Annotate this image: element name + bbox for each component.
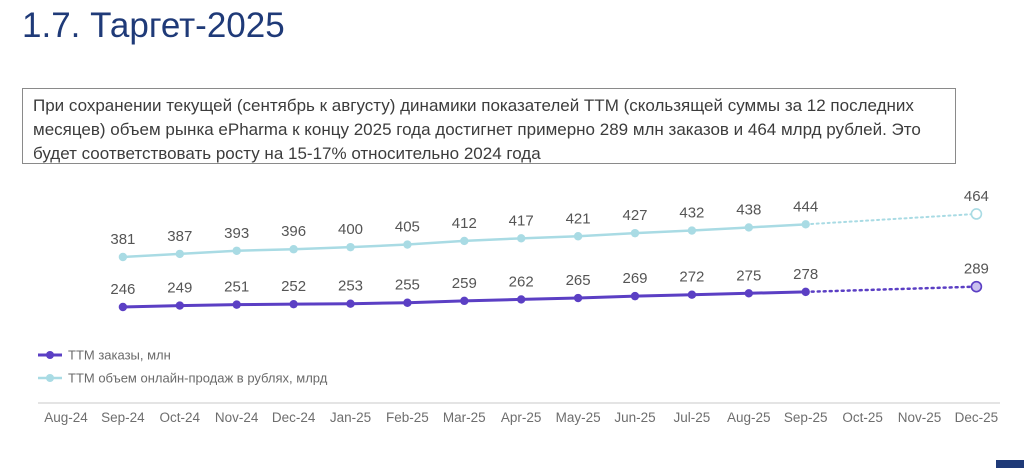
legend-label: TTM заказы, млн (68, 348, 171, 363)
forecast-label: 289 (964, 261, 989, 278)
forecast-point (970, 280, 983, 293)
forecast-line (804, 285, 978, 294)
data-point (744, 223, 753, 232)
data-point (517, 295, 526, 304)
data-point (801, 287, 810, 297)
data-point (232, 300, 241, 309)
x-tick-label: Jan-25 (330, 410, 371, 425)
data-point (403, 240, 412, 249)
data-point (232, 246, 241, 255)
data-label: 387 (167, 228, 192, 245)
data-label: 251 (224, 279, 249, 296)
data-point (744, 289, 753, 298)
slide-title: 1.7. Таргет-2025 (22, 6, 285, 45)
data-point (801, 220, 810, 229)
data-point (289, 299, 298, 309)
data-label: 265 (566, 272, 591, 289)
data-label: 444 (793, 198, 818, 215)
legend-swatch-marker (46, 374, 54, 382)
data-point (573, 293, 583, 303)
x-tick-label: Nov-24 (215, 410, 259, 425)
x-tick-label: Mar-25 (443, 410, 486, 425)
data-point (118, 252, 128, 262)
data-point (175, 249, 184, 259)
corner-decoration (996, 460, 1024, 468)
x-tick-label: Aug-24 (44, 410, 88, 425)
description-box: При сохранении текущей (сентябрь к авгус… (22, 88, 956, 164)
x-tick-label: Dec-24 (272, 410, 316, 425)
data-point (687, 290, 697, 299)
data-point (460, 296, 469, 306)
legend-label: TTM объем онлайн-продаж в рублях, млрд (68, 371, 328, 386)
data-point (175, 301, 184, 310)
x-tick-label: Jun-25 (614, 410, 655, 425)
data-label: 432 (679, 205, 704, 222)
data-label: 246 (110, 281, 135, 298)
data-point (460, 236, 469, 246)
forecast-point (970, 208, 983, 220)
data-label: 278 (793, 266, 818, 283)
data-point (687, 226, 697, 235)
data-label: 249 (167, 280, 192, 297)
data-point (517, 234, 526, 243)
x-tick-label: May-25 (556, 410, 601, 425)
x-tick-label: Aug-25 (727, 410, 771, 425)
data-label: 427 (622, 207, 647, 224)
data-label: 412 (452, 215, 477, 232)
x-tick-label: Apr-25 (501, 410, 542, 425)
x-tick-label: Dec-25 (955, 410, 999, 425)
data-label: 275 (736, 267, 761, 284)
forecast-label: 464 (964, 188, 989, 205)
data-point (573, 232, 583, 241)
x-tick-label: Sep-24 (101, 410, 145, 425)
x-tick-label: Oct-25 (842, 410, 883, 425)
data-label: 393 (224, 225, 249, 242)
legend-swatch-marker (46, 351, 54, 359)
data-label: 421 (566, 210, 591, 227)
data-label: 255 (395, 277, 420, 294)
data-label: 272 (679, 269, 704, 286)
data-label: 400 (338, 221, 363, 238)
data-point (403, 298, 412, 307)
data-label: 259 (452, 275, 477, 292)
data-label: 253 (338, 278, 363, 295)
x-tick-label: Oct-24 (160, 410, 201, 425)
data-point (346, 299, 355, 308)
data-label: 417 (509, 212, 534, 229)
x-tick-label: Feb-25 (386, 410, 429, 425)
data-label: 396 (281, 223, 306, 240)
data-label: 269 (622, 270, 647, 287)
x-tick-label: Jul-25 (674, 410, 711, 425)
data-point (630, 228, 640, 238)
data-label: 438 (736, 201, 761, 218)
data-point (118, 302, 128, 312)
x-tick-label: Nov-25 (898, 410, 942, 425)
data-label: 381 (110, 231, 135, 248)
data-point (346, 242, 355, 252)
data-point (289, 245, 298, 254)
data-label: 405 (395, 219, 420, 236)
forecast-line (804, 212, 978, 226)
data-label: 252 (281, 278, 306, 295)
x-tick-label: Sep-25 (784, 410, 828, 425)
data-point (630, 291, 640, 301)
data-label: 262 (509, 273, 534, 290)
